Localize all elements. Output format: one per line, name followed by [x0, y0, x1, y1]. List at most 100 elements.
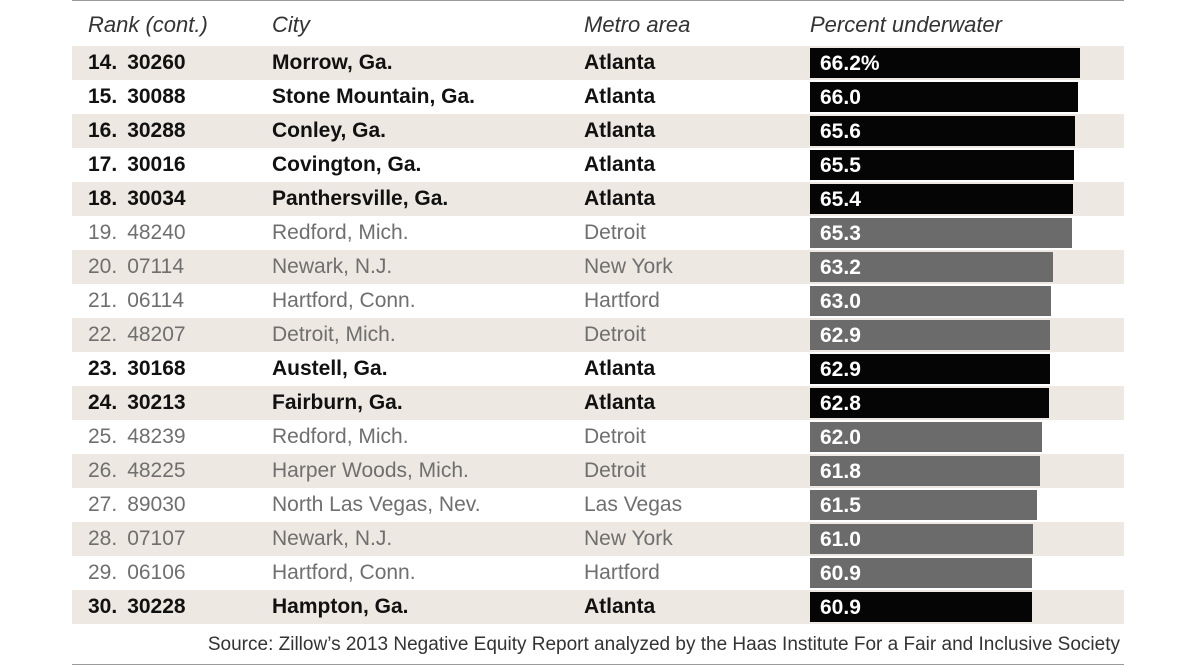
table-body: 14. 30260 Morrow, Ga. Atlanta 66.2% 15. 30088 S… — [72, 46, 1124, 624]
city-label: Covington, Ga. — [272, 153, 422, 176]
rank-number: 16. — [88, 119, 118, 142]
table-row: 21. 06114 Hartford, Conn. Hartford 63.0 — [72, 284, 1124, 318]
rank-number: 21. — [88, 289, 118, 312]
city-label: Newark, N.J. — [272, 255, 393, 278]
table-row: 30. 30228 Hampton, Ga. Atlanta 60.9 — [72, 590, 1124, 624]
rank-number: 29. — [88, 561, 118, 584]
zip-code-label: 06106 — [127, 561, 186, 584]
rank-cell: 19. 48240 — [88, 216, 186, 250]
zip-code-label: 30168 — [127, 357, 186, 380]
bar-value-label: 60.9 — [820, 562, 861, 585]
table-row: 15. 30088 Stone Mountain, Ga. Atlanta 66.0 — [72, 80, 1124, 114]
rank-cell: 22. 48207 — [88, 318, 186, 352]
header-percent: Percent underwater — [810, 12, 1002, 37]
percent-bar: 60.9 — [810, 592, 1032, 622]
metro-label: Atlanta — [584, 357, 656, 380]
metro-label: Atlanta — [584, 595, 656, 618]
table-row: 19. 48240 Redford, Mich. Detroit 65.3 — [72, 216, 1124, 250]
header-metro: Metro area — [584, 12, 691, 37]
percent-bar: 61.5 — [810, 490, 1037, 520]
percent-bar: 63.0 — [810, 286, 1051, 316]
bar-value-label: 61.0 — [820, 528, 861, 551]
metro-label: Detroit — [584, 221, 646, 244]
rank-number: 15. — [88, 85, 118, 108]
percent-bar: 66.0 — [810, 82, 1078, 112]
zip-code-label: 06114 — [127, 289, 185, 312]
zip-code-label: 30288 — [127, 119, 186, 142]
metro-label: Detroit — [584, 425, 646, 448]
metro-label: Las Vegas — [584, 493, 683, 516]
metro-label: Atlanta — [584, 153, 656, 176]
percent-bar: 62.0 — [810, 422, 1042, 452]
city-label: Harper Woods, Mich. — [272, 459, 469, 482]
rank-number: 25. — [88, 425, 118, 448]
rank-cell: 20. 07114 — [88, 250, 184, 284]
percent-bar: 66.2% — [810, 48, 1080, 78]
zip-code-label: 30034 — [127, 187, 186, 210]
bar-value-label: 65.5 — [820, 154, 861, 177]
city-label: Stone Mountain, Ga. — [272, 85, 475, 108]
bar-value-label: 65.3 — [820, 222, 861, 245]
metro-label: Atlanta — [584, 187, 656, 210]
zip-code-label: 30213 — [127, 391, 186, 414]
metro-label: Atlanta — [584, 51, 656, 74]
rank-number: 18. — [88, 187, 118, 210]
table-row: 25. 48239 Redford, Mich. Detroit 62.0 — [72, 420, 1124, 454]
percent-bar: 63.2 — [810, 252, 1053, 282]
rank-cell: 21. 06114 — [88, 284, 184, 318]
rank-number: 22. — [88, 323, 118, 346]
zip-code-label: 07114 — [127, 255, 185, 278]
bar-value-label: 63.0 — [820, 290, 861, 313]
rank-cell: 29. 06106 — [88, 556, 186, 590]
city-label: Newark, N.J. — [272, 527, 393, 550]
zip-code-label: 30260 — [127, 51, 186, 74]
bar-value-label: 61.8 — [820, 460, 861, 483]
rank-cell: 30. 30228 — [88, 590, 186, 624]
table-row: 27. 89030 North Las Vegas, Nev. Las Vegas 61… — [72, 488, 1124, 522]
table-row: 22. 48207 Detroit, Mich. Detroit 62.9 — [72, 318, 1124, 352]
rank-cell: 18. 30034 — [88, 182, 186, 216]
rank-cell: 15. 30088 — [88, 80, 186, 114]
percent-bar: 65.3 — [810, 218, 1072, 248]
bar-value-label: 60.9 — [820, 596, 861, 619]
rank-cell: 23. 30168 — [88, 352, 186, 386]
zip-code-label: 30088 — [127, 85, 186, 108]
city-label: Austell, Ga. — [272, 357, 388, 380]
bar-value-label: 62.8 — [820, 392, 861, 415]
rank-number: 30. — [88, 595, 118, 618]
table-row: 17. 30016 Covington, Ga. Atlanta 65.5 — [72, 148, 1124, 182]
rank-number: 24. — [88, 391, 118, 414]
rank-cell: 17. 30016 — [88, 148, 186, 182]
table-row: 18. 30034 Panthersville, Ga. Atlanta 65.4 — [72, 182, 1124, 216]
city-label: Conley, Ga. — [272, 119, 386, 142]
rank-number: 19. — [88, 221, 118, 244]
rank-cell: 16. 30288 — [88, 114, 186, 148]
percent-bar: 61.0 — [810, 524, 1033, 554]
rank-number: 27. — [88, 493, 118, 516]
rank-number: 23. — [88, 357, 118, 380]
bar-value-label: 63.2 — [820, 256, 861, 279]
zip-code-label: 89030 — [127, 493, 186, 516]
city-label: North Las Vegas, Nev. — [272, 493, 481, 516]
city-label: Hartford, Conn. — [272, 561, 416, 584]
rank-cell: 27. 89030 — [88, 488, 186, 522]
percent-bar: 61.8 — [810, 456, 1040, 486]
city-label: Morrow, Ga. — [272, 51, 393, 74]
zip-code-label: 48207 — [127, 323, 186, 346]
rank-cell: 14. 30260 — [88, 46, 186, 80]
rank-number: 28. — [88, 527, 118, 550]
rank-number: 20. — [88, 255, 118, 278]
metro-label: Atlanta — [584, 391, 656, 414]
metro-label: Atlanta — [584, 119, 656, 142]
bar-value-label: 65.6 — [820, 120, 861, 143]
zip-code-label: 30016 — [127, 153, 186, 176]
header-city: City — [272, 12, 310, 37]
bar-value-label: 61.5 — [820, 494, 861, 517]
table-row: 20. 07114 Newark, N.J. New York 63.2 — [72, 250, 1124, 284]
table-row: 24. 30213 Fairburn, Ga. Atlanta 62.8 — [72, 386, 1124, 420]
rank-cell: 24. 30213 — [88, 386, 186, 420]
table-row: 23. 30168 Austell, Ga. Atlanta 62.9 — [72, 352, 1124, 386]
bar-value-label: 62.9 — [820, 358, 861, 381]
zip-code-label: 07107 — [127, 527, 186, 550]
